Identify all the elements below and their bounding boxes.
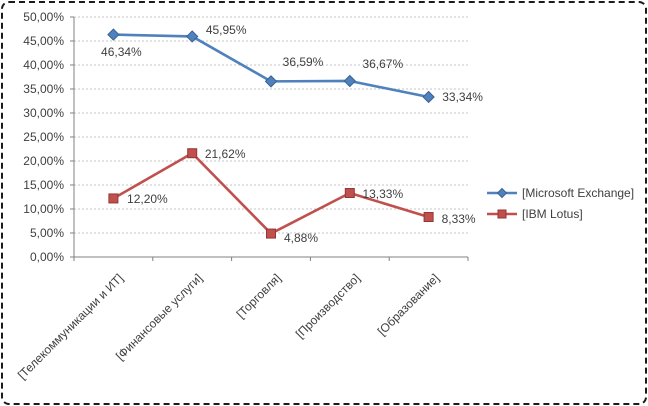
data-label: 46,34% <box>101 44 142 59</box>
y-tick-label: 45,00% <box>23 34 64 48</box>
y-tick-label: 20,00% <box>23 154 64 168</box>
y-tick-label: 25,00% <box>23 130 64 144</box>
data-label: 4,88% <box>283 230 319 245</box>
legend-item: [Microsoft Exchange] <box>487 182 634 203</box>
data-label: 13,33% <box>362 187 404 202</box>
marker-diamond-icon <box>343 74 357 88</box>
legend-item: [IBM Lotus] <box>487 203 634 224</box>
data-label: 21,62% <box>204 147 246 162</box>
marker-square-icon <box>423 212 434 223</box>
legend-label: [IBM Lotus] <box>522 206 583 221</box>
marker-diamond-icon <box>264 75 278 88</box>
legend: [Microsoft Exchange] [IBM Lotus] <box>487 182 634 224</box>
legend-line-diamond-icon <box>487 187 517 198</box>
data-label: 36,59% <box>282 55 324 70</box>
data-label: 36,67% <box>362 56 404 71</box>
marker-diamond-icon <box>185 30 199 43</box>
marker-square-icon <box>108 193 119 204</box>
data-label: 33,34% <box>442 89 483 104</box>
marker-diamond-icon <box>107 28 120 41</box>
y-tick-label: 30,00% <box>23 106 64 120</box>
data-label: 45,95% <box>205 23 247 38</box>
y-tick-label: 50,00% <box>23 10 64 24</box>
data-label: 8,33% <box>441 212 476 227</box>
y-tick-label: 10,00% <box>23 202 64 216</box>
y-tick-label: 0,00% <box>29 250 64 264</box>
y-tick-label: 5,00% <box>29 226 64 240</box>
y-tick-label: 35,00% <box>23 82 64 96</box>
marker-square-icon <box>344 188 355 199</box>
y-tick-label: 40,00% <box>23 58 64 72</box>
marker-diamond-icon <box>422 90 435 104</box>
marker-square-icon <box>266 228 276 239</box>
legend-label: [Microsoft Exchange] <box>522 185 635 200</box>
legend-line-square-icon <box>487 209 517 218</box>
marker-square-icon <box>187 148 198 159</box>
y-tick-label: 15,00% <box>23 178 64 192</box>
data-label: 12,20% <box>127 192 168 207</box>
